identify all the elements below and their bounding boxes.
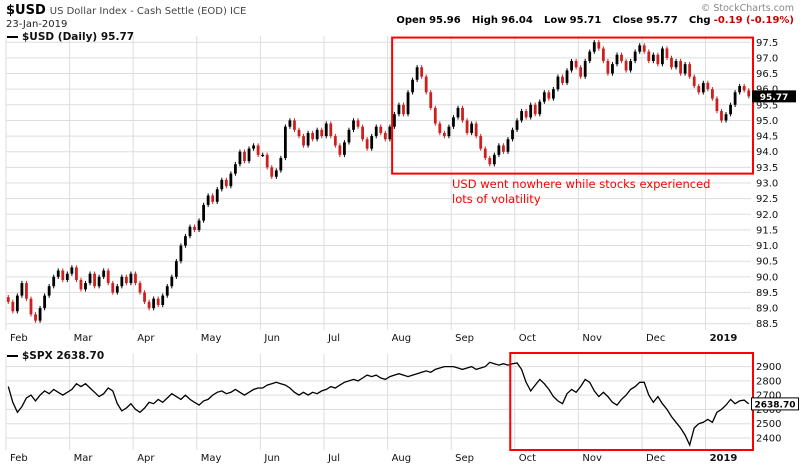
quote-change: Chg -0.19 (-0.19%) [688, 15, 794, 26]
chart-symbol: $USD [6, 3, 46, 18]
svg-text:95.0: 95.0 [756, 116, 778, 127]
chart-header-left: $USD US Dollar Index - Cash Settle (EOD) … [6, 3, 246, 30]
svg-text:Dec: Dec [646, 333, 665, 344]
title-row: $USD US Dollar Index - Cash Settle (EOD) … [6, 3, 246, 18]
svg-text:89.0: 89.0 [756, 304, 778, 315]
chart-description: US Dollar Index - Cash Settle (EOD) ICE [49, 6, 247, 17]
quote-low: Low 95.71 [544, 15, 602, 26]
svg-text:95.77: 95.77 [760, 93, 788, 103]
svg-text:90.0: 90.0 [756, 272, 778, 283]
svg-text:2400: 2400 [756, 434, 781, 445]
quote-open: Open 95.96 [396, 15, 461, 26]
svg-text:93.5: 93.5 [756, 163, 778, 174]
annotation-line-2: lots of volatility [452, 192, 541, 206]
svg-text:Feb: Feb [10, 453, 28, 464]
svg-text:90.5: 90.5 [756, 257, 778, 268]
svg-text:Aug: Aug [392, 453, 412, 464]
svg-text:Mar: Mar [74, 333, 94, 344]
svg-text:96.5: 96.5 [756, 69, 778, 80]
svg-text:Sep: Sep [455, 333, 474, 344]
spx-line-chart: Feb Mar Apr May Jun Jul Aug Sep Oct Nov Dec 2019 240… [5, 352, 799, 464]
quote-high: High 96.04 [471, 15, 533, 26]
svg-text:Aug: Aug [392, 333, 412, 344]
svg-text:92.0: 92.0 [756, 210, 778, 221]
quote-bar: Open 95.96 High 96.04 Low 95.71 Close 95… [388, 15, 794, 26]
svg-text:Apr: Apr [137, 333, 155, 344]
chart-date: 23-Jan-2019 [6, 19, 68, 30]
spx-legend: $SPX 2638.70 [7, 350, 104, 362]
chart-header: $USD US Dollar Index - Cash Settle (EOD) … [0, 0, 800, 30]
svg-text:2638.70: 2638.70 [755, 400, 796, 410]
spx-legend-label: $SPX 2638.70 [22, 350, 105, 362]
usd-candlestick-chart: Feb Mar Apr May Jun Jul Aug Sep Oct Nov Dec 2019 88.… [5, 36, 796, 344]
svg-text:2800: 2800 [756, 376, 781, 387]
usd-legend-label: $USD (Daily) 95.77 [22, 31, 135, 43]
svg-text:Sep: Sep [455, 453, 474, 464]
svg-text:88.5: 88.5 [756, 319, 778, 330]
svg-text:2600: 2600 [756, 405, 781, 416]
svg-text:Oct: Oct [519, 333, 536, 344]
svg-text:2700: 2700 [756, 391, 781, 402]
svg-text:97.0: 97.0 [756, 53, 778, 64]
svg-text:2019: 2019 [710, 453, 738, 464]
svg-text:2019: 2019 [710, 333, 738, 344]
svg-text:Jun: Jun [263, 453, 280, 464]
legend-line-icon [7, 36, 18, 38]
svg-text:Mar: Mar [74, 453, 94, 464]
svg-text:May: May [201, 453, 222, 464]
svg-text:93.0: 93.0 [756, 179, 778, 190]
svg-text:Apr: Apr [137, 453, 155, 464]
svg-text:96.0: 96.0 [756, 85, 778, 96]
svg-text:Nov: Nov [582, 453, 602, 464]
annotation-line-1: USD went nowhere while stocks experience… [452, 177, 711, 191]
svg-text:Oct: Oct [519, 453, 536, 464]
svg-text:94.5: 94.5 [756, 132, 778, 143]
chart-annotation-text: USD went nowhere while stocks experience… [452, 177, 710, 207]
quote-close: Close 95.77 [612, 15, 678, 26]
svg-text:91.0: 91.0 [756, 241, 778, 252]
svg-text:94.0: 94.0 [756, 147, 778, 158]
svg-text:91.5: 91.5 [756, 225, 778, 236]
copyright-text: © StockCharts.com [700, 3, 794, 14]
svg-text:2900: 2900 [756, 362, 781, 373]
svg-text:May: May [201, 333, 222, 344]
svg-text:Nov: Nov [582, 333, 602, 344]
svg-text:92.5: 92.5 [756, 194, 778, 205]
svg-text:Jul: Jul [327, 453, 340, 464]
svg-text:Jun: Jun [263, 333, 280, 344]
svg-text:Jul: Jul [327, 333, 340, 344]
svg-text:95.5: 95.5 [756, 100, 778, 111]
svg-text:89.5: 89.5 [756, 288, 778, 299]
svg-text:97.5: 97.5 [756, 38, 778, 49]
usd-legend: $USD (Daily) 95.77 [7, 31, 134, 43]
svg-text:2500: 2500 [756, 419, 781, 430]
svg-text:Dec: Dec [646, 453, 665, 464]
svg-text:Feb: Feb [10, 333, 28, 344]
legend-line-icon [7, 355, 18, 357]
chart-header-right: © StockCharts.com Open 95.96 High 96.04 … [388, 3, 794, 28]
